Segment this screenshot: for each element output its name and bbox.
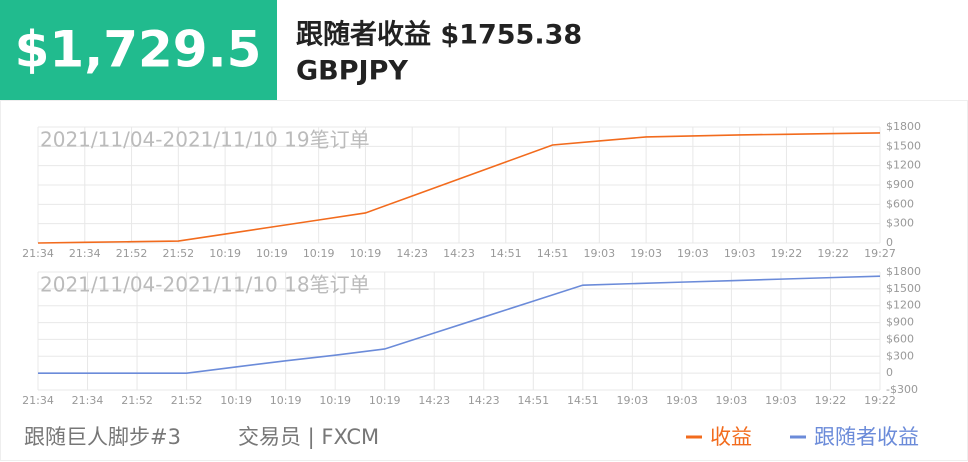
x-tick-label: 19:03 bbox=[716, 394, 748, 407]
x-tick-label: 14:23 bbox=[443, 247, 475, 260]
x-tick-label: 19:22 bbox=[864, 394, 896, 407]
y-tick-label: $1200 bbox=[886, 299, 921, 312]
y-tick-label: $300 bbox=[886, 349, 914, 362]
footer-trader: 交易员 | FXCM bbox=[238, 425, 379, 450]
x-tick-label: 19:22 bbox=[815, 394, 847, 407]
footer-name: 跟随巨人脚步#3 bbox=[24, 425, 181, 449]
x-tick-label: 19:03 bbox=[765, 394, 797, 407]
x-tick-label: 19:03 bbox=[724, 247, 756, 260]
x-tick-label: 19:03 bbox=[677, 247, 709, 260]
x-tick-label: 19:27 bbox=[864, 247, 896, 260]
line bbox=[37, 132, 881, 244]
x-tick-label: 19:03 bbox=[666, 394, 698, 407]
symbol: GBPJPY bbox=[296, 56, 408, 87]
x-tick-label: 21:34 bbox=[72, 394, 104, 407]
y-tick-label: $900 bbox=[886, 178, 914, 191]
x-tick-label: 10:19 bbox=[220, 394, 252, 407]
x-tick-label: 21:34 bbox=[22, 247, 54, 260]
x-tick-label: 10:19 bbox=[319, 394, 351, 407]
y-tick-label: $1200 bbox=[886, 159, 921, 172]
y-tick-label: $600 bbox=[886, 197, 914, 210]
legend-label: 收益 bbox=[710, 425, 752, 449]
x-tick-label: 10:19 bbox=[209, 247, 241, 260]
amount: $1,729.5 bbox=[15, 21, 262, 79]
x-tick-label: 14:23 bbox=[396, 247, 428, 260]
x-tick-label: 19:03 bbox=[583, 247, 615, 260]
x-tick-label: 21:52 bbox=[162, 247, 194, 260]
y-tick-label: $1800 bbox=[886, 265, 921, 278]
y-tick-label: $900 bbox=[886, 316, 914, 329]
x-tick-label: 14:51 bbox=[517, 394, 549, 407]
x-tick-label: 10:19 bbox=[369, 394, 401, 407]
chart-title: 2021/11/04-2021/11/10 18笔订单 bbox=[40, 273, 370, 297]
y-tick-label: 0 bbox=[886, 236, 893, 249]
x-tick-label: 10:19 bbox=[350, 247, 382, 260]
x-tick-label: 21:52 bbox=[121, 394, 153, 407]
y-tick-label: 0 bbox=[886, 366, 893, 379]
x-tick-label: 19:22 bbox=[817, 247, 849, 260]
line bbox=[38, 275, 881, 374]
x-tick-label: 10:19 bbox=[303, 247, 335, 260]
x-tick-label: 14:23 bbox=[468, 394, 500, 407]
header-title: 跟随者收益 $1755.38 bbox=[296, 20, 582, 51]
x-tick-label: 19:03 bbox=[630, 247, 662, 260]
x-tick-label: 14:23 bbox=[418, 394, 450, 407]
y-tick-label: -$300 bbox=[886, 383, 918, 396]
chart-title: 2021/11/04-2021/11/10 19笔订单 bbox=[40, 128, 370, 152]
x-tick-label: 19:22 bbox=[771, 247, 803, 260]
amount-box bbox=[0, 0, 277, 100]
x-tick-label: 10:19 bbox=[270, 394, 302, 407]
x-tick-label: 19:03 bbox=[617, 394, 649, 407]
x-tick-label: 21:34 bbox=[22, 394, 54, 407]
y-tick-label: $1800 bbox=[886, 120, 921, 133]
y-tick-label: $1500 bbox=[886, 139, 921, 152]
y-tick-label: $300 bbox=[886, 217, 914, 230]
x-tick-label: 14:51 bbox=[567, 394, 599, 407]
y-tick-label: $600 bbox=[886, 332, 914, 345]
x-tick-label: 21:52 bbox=[116, 247, 148, 260]
y-tick-label: $1500 bbox=[886, 282, 921, 295]
x-tick-label: 14:51 bbox=[490, 247, 522, 260]
x-tick-label: 21:34 bbox=[69, 247, 101, 260]
x-tick-label: 21:52 bbox=[171, 394, 203, 407]
x-tick-label: 14:51 bbox=[537, 247, 569, 260]
x-tick-label: 10:19 bbox=[256, 247, 288, 260]
legend-label: 跟随者收益 bbox=[814, 425, 919, 449]
